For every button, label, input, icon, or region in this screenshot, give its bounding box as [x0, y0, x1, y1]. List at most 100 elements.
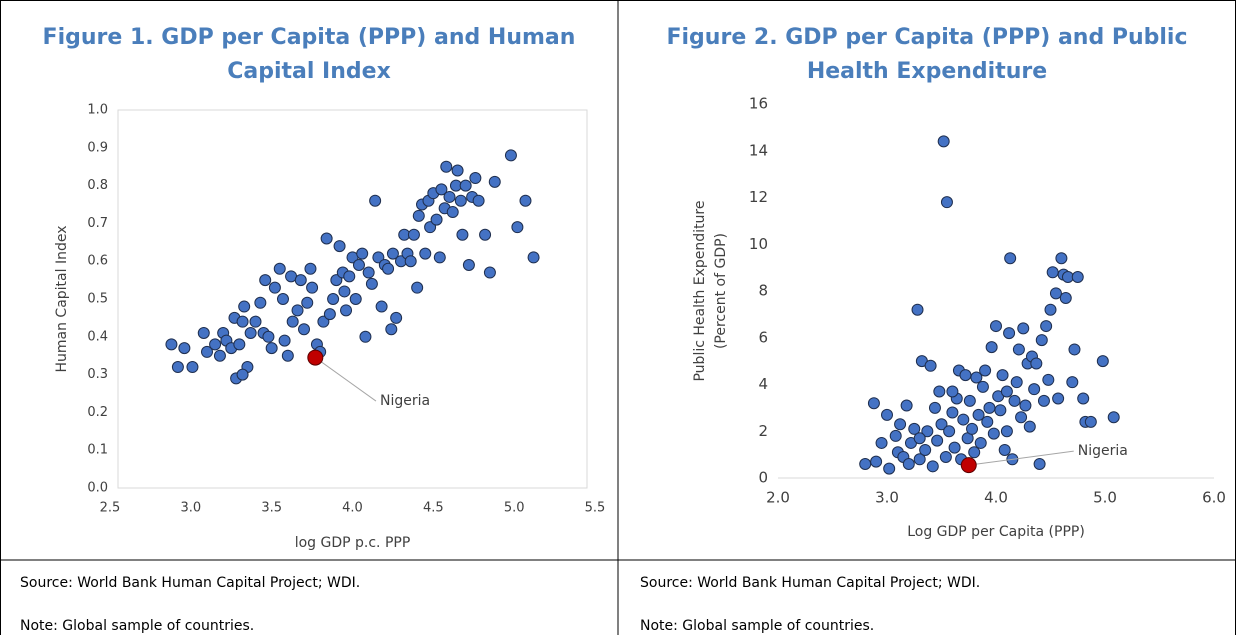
point	[273, 262, 286, 275]
point	[356, 247, 369, 260]
x-tick-label: 3.0	[180, 501, 201, 516]
point	[244, 327, 257, 340]
point	[1033, 457, 1046, 470]
point	[186, 361, 199, 374]
point	[1028, 383, 1041, 396]
point	[430, 213, 443, 226]
point	[301, 296, 314, 309]
point	[479, 228, 492, 241]
point	[462, 258, 475, 271]
point	[1040, 320, 1053, 333]
point	[1004, 252, 1017, 265]
point	[472, 194, 485, 207]
point	[1096, 355, 1109, 368]
point	[1055, 252, 1068, 265]
x-axis-label: Log GDP per Capita (PPP)	[907, 524, 1085, 540]
y-tick-label: 2	[758, 422, 768, 440]
point	[1042, 373, 1055, 386]
y-tick-label: 0.7	[87, 216, 108, 231]
point	[362, 266, 375, 279]
point	[913, 453, 926, 466]
point	[974, 436, 987, 449]
point	[265, 342, 278, 355]
x-tick-label: 4.0	[342, 501, 363, 516]
point	[527, 251, 540, 264]
point	[883, 462, 896, 475]
point	[1008, 394, 1021, 407]
point	[469, 172, 482, 185]
point	[1046, 266, 1059, 279]
point	[1017, 322, 1030, 335]
point	[262, 330, 275, 343]
y-tick-label: 0.1	[87, 443, 108, 458]
annotation-label: Nigeria	[380, 393, 430, 409]
point	[298, 323, 310, 336]
point	[238, 300, 251, 313]
point	[511, 221, 524, 234]
point	[375, 300, 388, 313]
point	[304, 262, 317, 275]
point	[1015, 411, 1028, 424]
point	[323, 308, 336, 321]
point	[330, 274, 343, 287]
point	[875, 436, 888, 449]
y-axis-label: Human Capital Index	[54, 225, 70, 372]
note: Note: Global sample of countries.	[640, 618, 874, 634]
point	[1084, 415, 1097, 428]
point	[994, 404, 1007, 417]
point	[1044, 303, 1057, 316]
point	[488, 175, 501, 188]
y-axis-label: (Percent of GDP)	[713, 233, 729, 349]
point	[1052, 392, 1065, 405]
point	[1030, 357, 1043, 370]
y-tick-label: 6	[758, 328, 768, 346]
y-tick-label: 16	[749, 95, 768, 113]
point	[1012, 343, 1025, 356]
point	[340, 304, 353, 317]
plot-border	[117, 109, 588, 489]
point	[352, 258, 365, 271]
y-tick-label: 0.9	[87, 140, 108, 155]
point	[943, 425, 956, 438]
y-tick-label: 12	[749, 188, 768, 206]
point	[939, 450, 952, 463]
point	[1010, 376, 1023, 389]
x-tick-label: 3.5	[261, 501, 282, 516]
point	[343, 270, 356, 283]
x-tick-label: 2.0	[766, 489, 790, 507]
point	[440, 160, 453, 173]
point	[171, 361, 184, 374]
x-tick-label: 3.0	[875, 489, 899, 507]
point	[454, 194, 467, 207]
point	[446, 206, 459, 219]
point	[419, 247, 432, 260]
y-tick-label: 14	[749, 141, 768, 159]
point	[456, 228, 469, 241]
x-tick-label: 5.0	[504, 501, 525, 516]
y-tick-label: 4	[758, 375, 768, 393]
point	[998, 443, 1011, 456]
point	[894, 418, 907, 431]
point	[1019, 399, 1032, 412]
point	[372, 251, 385, 264]
point	[940, 196, 953, 209]
point	[424, 221, 437, 234]
point	[870, 455, 883, 468]
x-tick-label: 2.5	[100, 501, 121, 516]
point	[412, 209, 425, 222]
point	[1035, 334, 1048, 347]
point	[900, 399, 913, 412]
y-tick-label: 10	[749, 235, 768, 253]
point	[459, 179, 472, 192]
point	[913, 432, 926, 445]
point	[213, 349, 226, 362]
point	[933, 385, 946, 398]
point	[451, 164, 464, 177]
point	[333, 240, 346, 253]
point	[483, 266, 496, 279]
point	[435, 183, 448, 196]
point	[369, 194, 382, 207]
annotation-label: Nigeria	[1078, 443, 1128, 459]
point	[1068, 343, 1081, 356]
